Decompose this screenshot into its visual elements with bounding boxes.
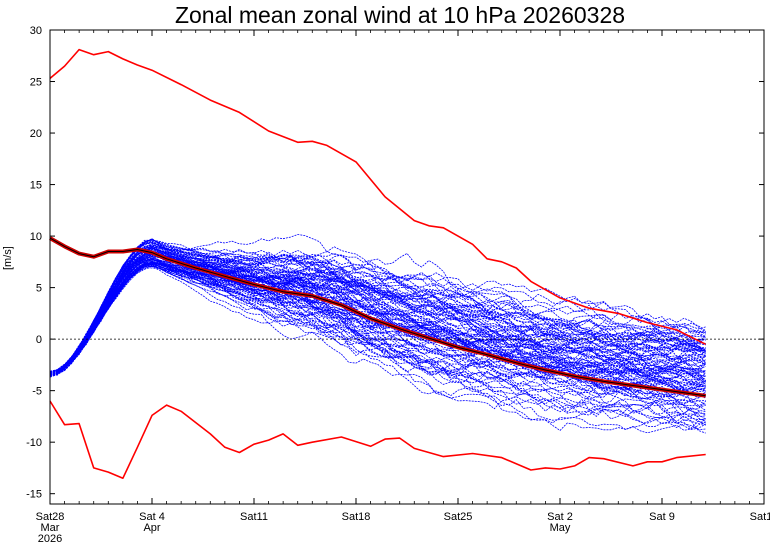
ensemble-member-line <box>49 265 706 434</box>
x-tick-label: Sat28 <box>36 511 65 523</box>
x-tick-label: Sat25 <box>444 511 473 523</box>
x-tick-label: Sat18 <box>342 511 371 523</box>
ensemble-member-line <box>49 267 706 393</box>
ensemble-member-line <box>49 245 706 388</box>
y-tick-label: -15 <box>26 489 42 501</box>
y-tick-label: 30 <box>30 25 42 37</box>
ensemble-member-line <box>49 247 706 408</box>
ensemble-member-line <box>49 248 706 377</box>
x-tick-label: Mar <box>41 522 60 534</box>
ensemble-member-line <box>49 259 706 377</box>
ensemble-member-line <box>49 252 706 378</box>
x-tick-label: Sat 2 <box>547 511 573 523</box>
summary-lines <box>49 48 764 479</box>
x-tick-label: Sat 4 <box>139 511 165 523</box>
ensemble-member-line <box>49 257 706 399</box>
x-tick-label: Apr <box>143 522 160 534</box>
max-line <box>49 48 707 346</box>
y-tick-label: 20 <box>30 128 42 140</box>
ensemble-member-line <box>50 256 706 374</box>
plot-frame <box>49 29 765 505</box>
ensemble-member-line <box>49 265 707 386</box>
ensemble-member-line <box>49 238 706 386</box>
y-tick-label: -5 <box>32 386 42 398</box>
ensemble-member-line <box>49 262 706 399</box>
ensemble-member-line <box>49 263 706 373</box>
ensemble-member-line <box>49 254 706 377</box>
y-tick-label: 0 <box>36 334 42 346</box>
ensemble-member-line <box>49 261 706 377</box>
x-tick-label: 2026 <box>38 533 62 545</box>
ensemble-member-line <box>49 262 706 376</box>
y-tick-label: -10 <box>26 437 42 449</box>
ensemble-member-line <box>49 258 706 396</box>
ensemble-member-line <box>49 251 706 381</box>
ensemble-member-line <box>49 244 706 406</box>
ensemble-member-line <box>49 246 706 388</box>
y-tick-label: 25 <box>30 77 42 89</box>
ensemble-member-line <box>49 242 706 419</box>
ensemble-members <box>49 234 707 434</box>
ensemble-member-line <box>49 239 706 398</box>
ensemble-member-line <box>49 251 706 399</box>
ensemble-member-line <box>49 260 706 415</box>
ensemble-member-line <box>49 252 706 402</box>
ensemble-mean-core-line <box>49 237 706 397</box>
ensemble-member-line <box>49 248 706 373</box>
y-tick-label: 5 <box>36 283 42 295</box>
ensemble-member-line <box>49 255 706 422</box>
ensemble-member-line <box>49 255 706 376</box>
ensemble-member-line <box>49 259 706 375</box>
ensemble-member-line <box>49 245 706 381</box>
ensemble-member-line <box>49 253 706 373</box>
min-line <box>49 400 706 479</box>
ensemble-member-line <box>49 262 706 380</box>
ensemble-member-line <box>49 246 706 399</box>
x-tick-label: May <box>550 522 571 534</box>
ensemble-member-line <box>49 264 706 377</box>
x-tick-label: Sat16 <box>750 511 770 523</box>
ensemble-member-line <box>49 243 706 373</box>
ensemble-member-line <box>49 240 706 432</box>
x-tick-label: Sat11 <box>240 511 268 523</box>
x-tick-label: Sat 9 <box>649 511 675 523</box>
y-tick-label: 10 <box>30 231 42 243</box>
chart-title: Zonal mean zonal wind at 10 hPa 20260328 <box>174 2 626 28</box>
y-tick-label: 15 <box>30 180 42 192</box>
